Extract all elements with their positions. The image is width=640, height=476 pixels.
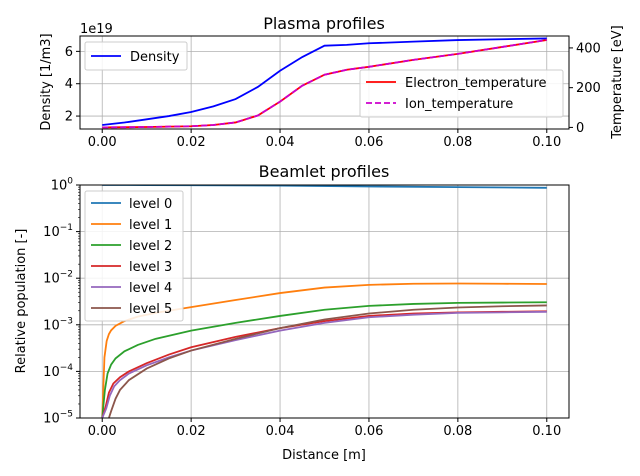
beamlet-x-tick-label: 0.10 xyxy=(532,424,561,439)
plasma-legend-left: Density xyxy=(84,41,188,71)
beamlet-legend-label: level 0 xyxy=(129,197,172,212)
beamlet-legend-label: level 5 xyxy=(129,302,172,317)
beamlet-series-level-5 xyxy=(108,304,547,418)
plasma-x-tick-label: 0.04 xyxy=(266,135,295,150)
plasma-x-tick-label: 0.02 xyxy=(177,135,206,150)
plasma-series xyxy=(102,37,547,129)
beamlet-title: Beamlet profiles xyxy=(259,162,390,181)
beamlet-y-tick-label: 100 xyxy=(51,177,74,194)
plasma-profiles-panel: 0.00 0.02 0.04 0.06 0.08 0.10 2 4 6 0 200 400 Pla… xyxy=(39,14,625,150)
beamlet-y-tick-label: 10−1 xyxy=(43,223,73,240)
beamlet-y-label: Relative population [-] xyxy=(14,229,29,374)
beamlet-y-tick-label: 10−3 xyxy=(43,316,73,333)
plasma-x-tick-label: 0.06 xyxy=(354,135,383,150)
plasma-right-y-label: Temperature [eV] xyxy=(610,25,625,140)
beamlet-x-tick-label: 0.06 xyxy=(354,424,383,439)
plasma-x-ticks: 0.00 0.02 0.04 0.06 0.08 0.10 xyxy=(88,129,561,150)
plasma-right-y-tick-label: 400 xyxy=(576,41,601,56)
plasma-legend-right: Electron_temperature Ion_temperature xyxy=(359,69,564,118)
legend-density-label: Density xyxy=(130,50,180,65)
beamlet-legend-label: level 3 xyxy=(129,260,172,275)
legend-electron-temperature-label: Electron_temperature xyxy=(405,76,547,91)
plasma-y-tick-label: 2 xyxy=(65,110,73,125)
plasma-x-tick-label: 0.00 xyxy=(88,135,117,150)
plasma-y-tick-label: 4 xyxy=(65,77,73,92)
plasma-offset-label: 1e19 xyxy=(80,22,113,37)
beamlet-y-tick-label: 10−5 xyxy=(43,410,73,427)
beamlet-x-label: Distance [m] xyxy=(282,448,366,463)
beamlet-x-tick-label: 0.00 xyxy=(88,424,117,439)
beamlet-legend-label: level 4 xyxy=(129,281,172,296)
plasma-y-ticks: 2 4 6 xyxy=(65,45,80,125)
beamlet-legend-label: level 2 xyxy=(129,239,172,254)
plasma-series-ion-temperature xyxy=(102,39,547,129)
beamlet-legend-label: level 1 xyxy=(129,218,172,233)
beamlet-y-ticks: 10−5 10−4 10−3 10−2 10−1 100 xyxy=(43,177,80,427)
beamlet-y-tick-label: 10−2 xyxy=(43,270,73,287)
beamlet-x-tick-label: 0.04 xyxy=(266,424,295,439)
beamlet-x-tick-label: 0.08 xyxy=(443,424,472,439)
plasma-y-label: Density [1/m3] xyxy=(39,33,54,130)
plasma-x-tick-label: 0.08 xyxy=(443,135,472,150)
plasma-title: Plasma profiles xyxy=(263,14,385,33)
beamlet-axes-frame xyxy=(79,184,570,419)
beamlet-profiles-panel: 0.00 0.02 0.04 0.06 0.08 0.10 10−510−410−310−… xyxy=(14,162,570,463)
plasma-right-y-tick-label: 200 xyxy=(576,81,601,96)
beamlet-x-ticks: 0.00 0.02 0.04 0.06 0.08 0.10 xyxy=(88,418,561,439)
beamlet-series-level-3 xyxy=(101,310,547,418)
beamlet-y-tick-label: 10−4 xyxy=(43,363,73,380)
plasma-right-y-tick-label: 0 xyxy=(576,121,584,136)
legend-ion-temperature-label: Ion_temperature xyxy=(405,97,513,112)
plasma-x-tick-label: 0.10 xyxy=(532,135,561,150)
plasma-axes-frame xyxy=(79,35,570,130)
beamlet-x-tick-label: 0.02 xyxy=(177,424,206,439)
plasma-legend-left-box xyxy=(84,41,188,71)
plasma-series-density xyxy=(102,37,547,126)
plasma-y-tick-label: 6 xyxy=(65,45,73,60)
beamlet-series-level-2 xyxy=(101,301,547,418)
plasma-legend-right-box xyxy=(359,69,564,118)
beamlet-legend: level 0 level 1 level 2 level 3 level 4 level… xyxy=(84,190,184,322)
plasma-right-y-ticks: 0 200 400 xyxy=(569,41,601,136)
